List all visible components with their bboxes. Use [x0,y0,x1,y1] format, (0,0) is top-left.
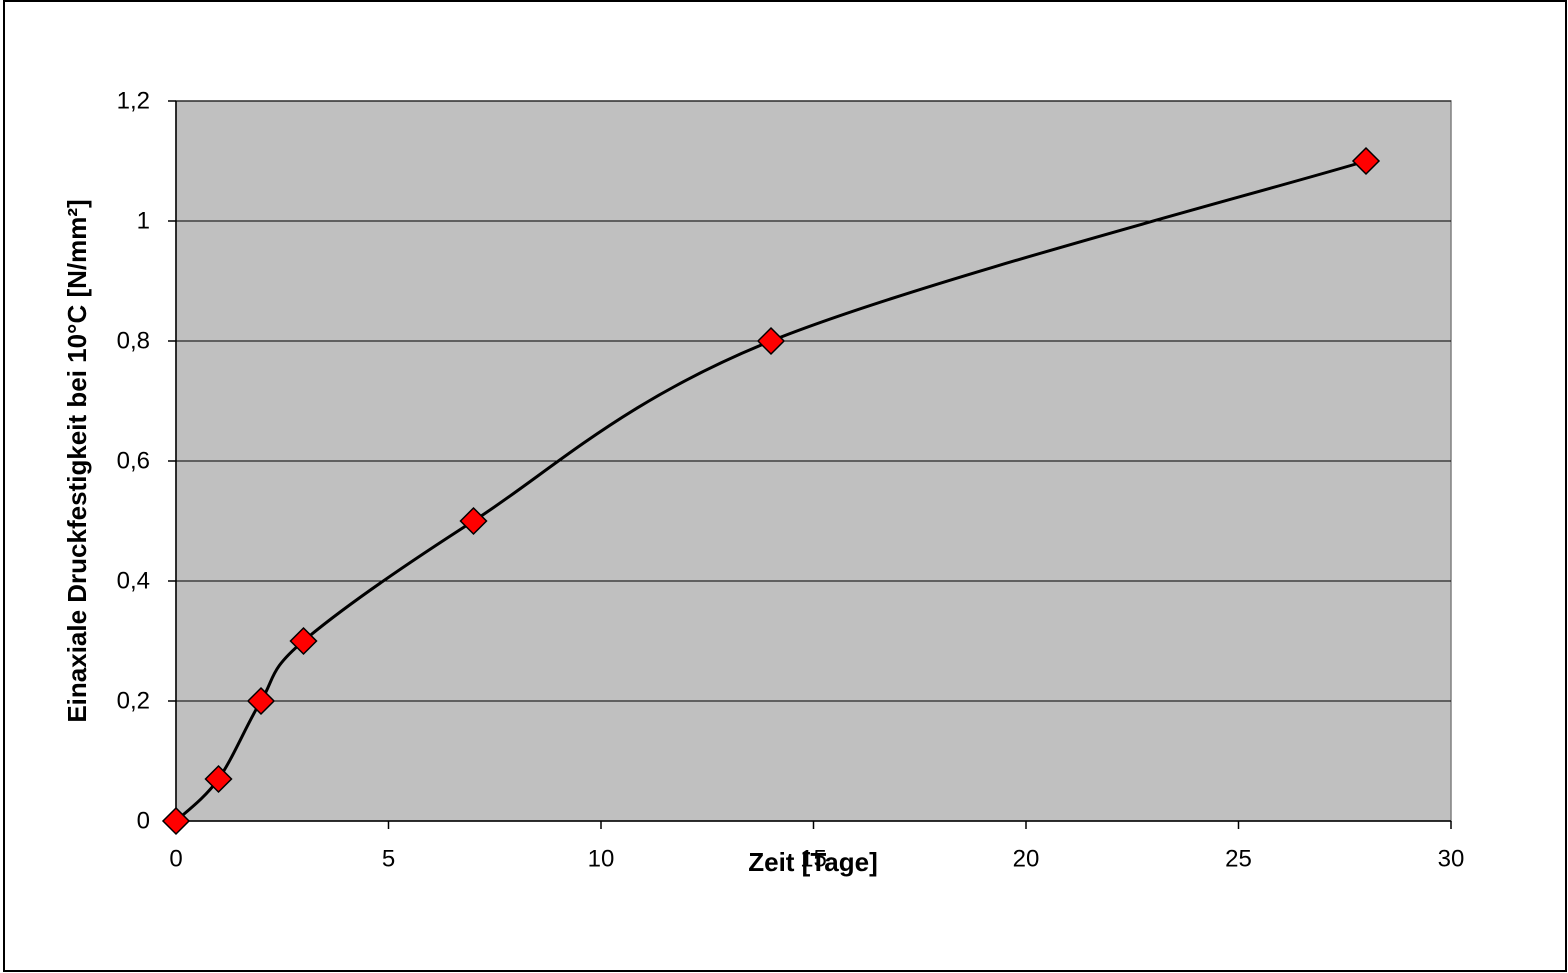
y-tick-label: 0,4 [117,568,150,595]
x-tick-label: 10 [588,846,615,873]
y-tick-label: 0,2 [117,688,150,715]
data-point-marker [161,806,191,836]
y-tick-label: 0 [137,808,150,835]
data-markers [161,146,1381,836]
y-tick-label: 0,6 [117,448,150,475]
y-tick-label: 1,2 [117,88,150,115]
x-tick-labels: 0 5 10 15 20 25 30 [169,846,1464,873]
x-tick-label: 15 [800,846,827,873]
y-tick-label: 1 [137,208,150,235]
x-tick-label: 5 [382,846,395,873]
y-tick-labels: 0 0,2 0,4 0,6 0,8 1 1,2 [117,88,150,835]
data-point-marker [246,686,276,716]
data-point-marker [204,764,233,794]
data-point-marker [1351,146,1381,176]
x-tick-label: 30 [1438,846,1465,873]
y-tick-label: 0,8 [117,328,150,355]
x-tick-label: 0 [169,846,182,873]
x-tick-label: 25 [1225,846,1252,873]
y-axis-title: Einaxiale Druckfestigkeit bei 10°C [N/mm… [62,199,92,722]
data-point-marker [289,626,318,656]
data-point-marker [459,506,488,536]
axes [168,100,1452,829]
gridlines [176,100,1451,702]
data-point-marker [756,326,786,356]
x-tick-label: 20 [1013,846,1040,873]
x-axis-title: Zeit [Tage] [748,847,878,877]
